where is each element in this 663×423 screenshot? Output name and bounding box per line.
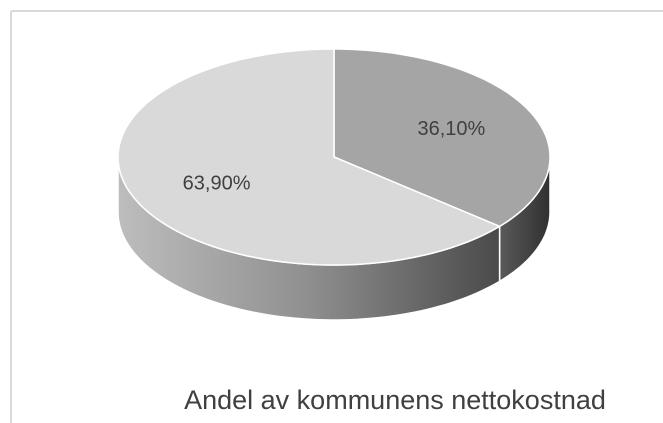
- data-label: 63,90%: [183, 173, 251, 195]
- slice: [117, 48, 502, 266]
- chart-title: Andel av kommunens nettokostnad: [184, 385, 606, 415]
- pie: [117, 48, 551, 321]
- slice: [333, 48, 551, 228]
- data-label: 36,10%: [417, 118, 485, 140]
